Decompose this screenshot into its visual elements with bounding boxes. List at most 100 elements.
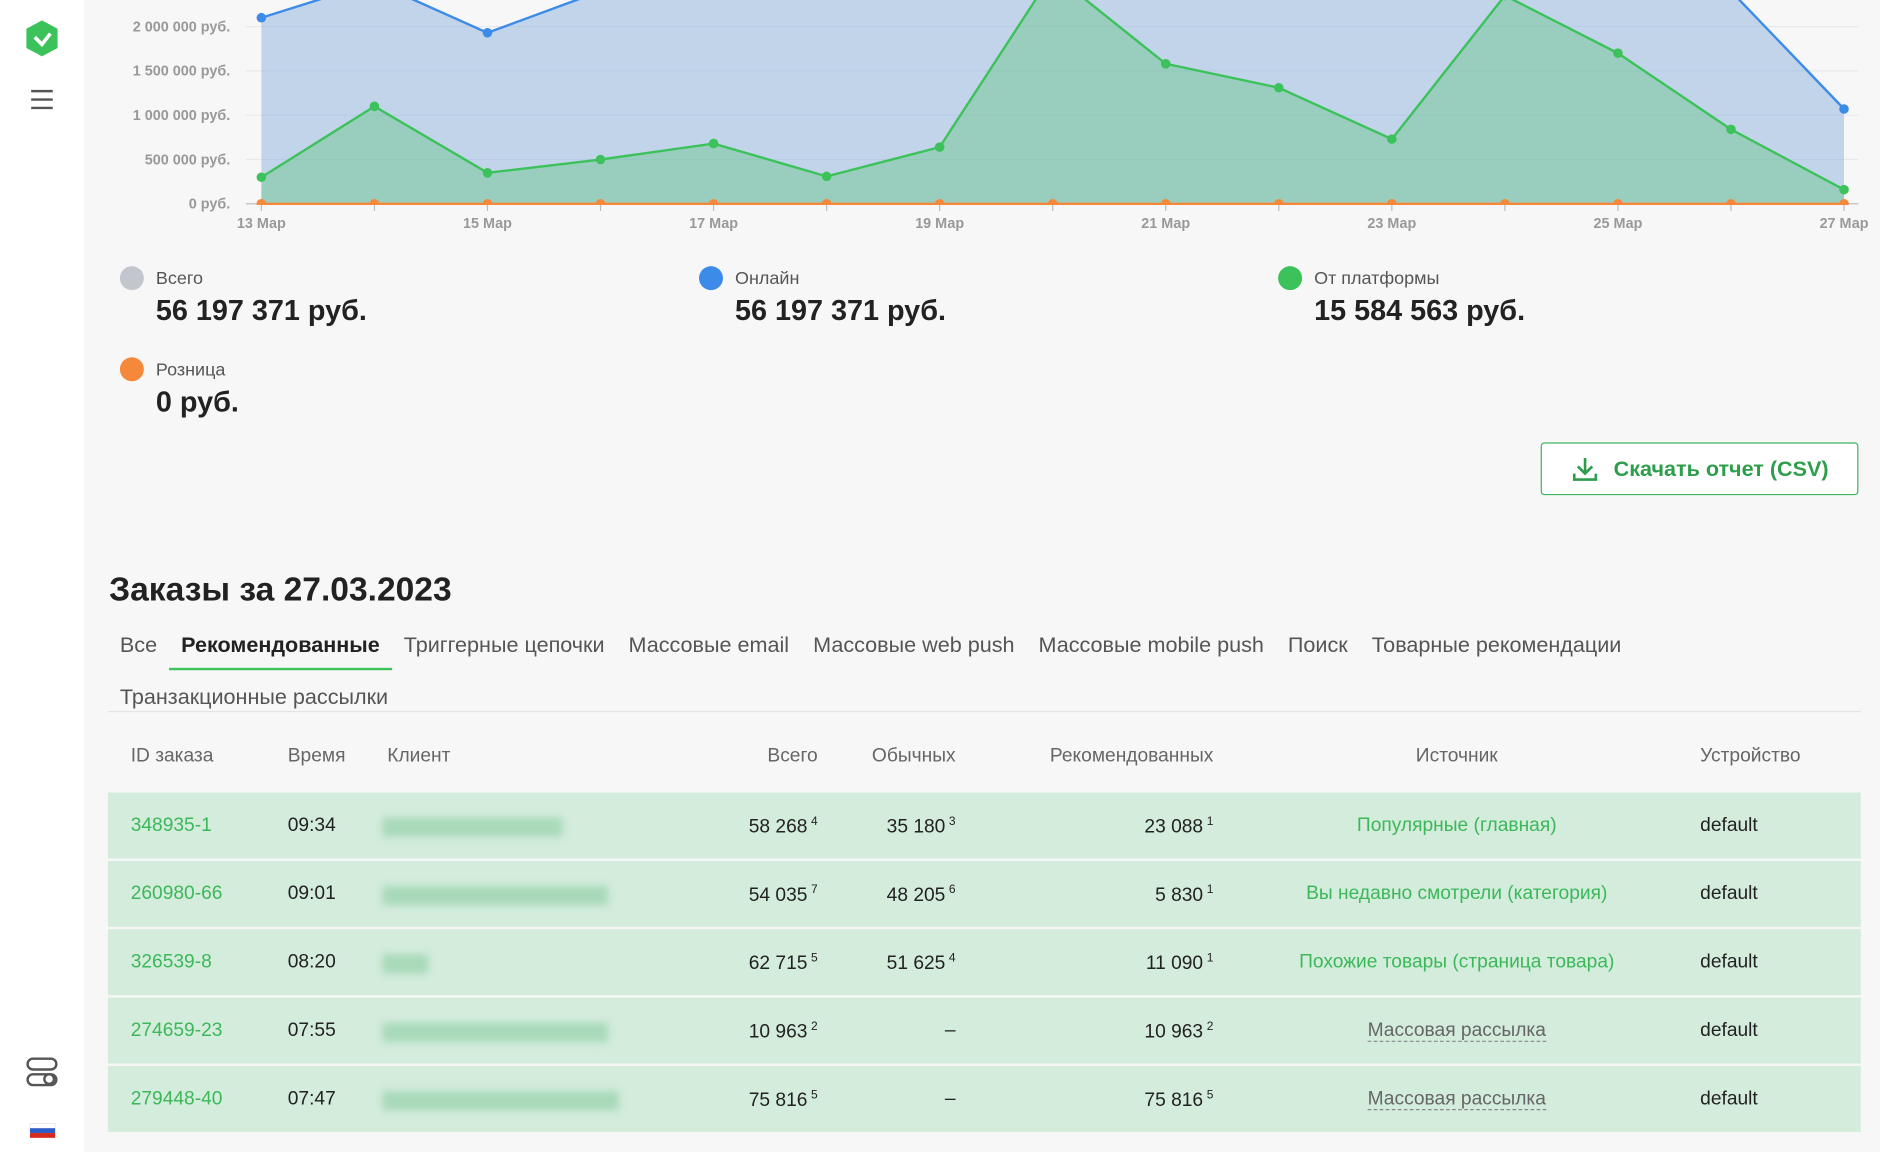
- download-button[interactable]: Скачать отчет (CSV): [1540, 442, 1859, 496]
- point: [1839, 104, 1849, 114]
- recommended-count: 1: [1206, 951, 1214, 966]
- device: default: [1700, 1020, 1758, 1041]
- tab[interactable]: Транзакционные рассылки: [119, 684, 389, 709]
- regular: 51 625: [886, 953, 946, 974]
- logo[interactable]: [26, 20, 58, 57]
- total-count: 7: [811, 883, 818, 897]
- device: default: [1700, 951, 1758, 973]
- recommended-count: 2: [1206, 1020, 1214, 1034]
- column-header: Устройство: [1700, 745, 1801, 767]
- recommended: 23 088: [1144, 816, 1204, 838]
- regular: –: [944, 1088, 956, 1110]
- point: [1387, 134, 1397, 144]
- settings-icon[interactable]: [26, 1057, 58, 1087]
- column-header: Обычных: [871, 745, 956, 767]
- order-id[interactable]: 279448-40: [130, 1088, 223, 1110]
- source[interactable]: Массовая рассылка: [1367, 1088, 1546, 1111]
- tab[interactable]: Массовые mobile push: [1038, 633, 1264, 658]
- source[interactable]: Похожие товары (страница товара): [1299, 951, 1615, 973]
- point: [1274, 199, 1284, 206]
- sidebar: [0, 0, 84, 1152]
- point: [1387, 199, 1397, 206]
- legend-dot: [1278, 266, 1303, 291]
- recommended: 75 816: [1144, 1090, 1204, 1111]
- y-tick-label: 1 000 000 руб.: [133, 108, 230, 124]
- flag[interactable]: [29, 1123, 56, 1138]
- chart: 0 руб. 500 000 руб. 1 000 000 руб. 1 500 00…: [133, 0, 1869, 232]
- point: [708, 138, 719, 149]
- recommended-count: 1: [1206, 883, 1214, 897]
- source-cell: Похожие товары (страница товара): [1299, 952, 1614, 974]
- recommended: 5 830: [1155, 885, 1204, 906]
- regular: 35 180: [886, 816, 946, 838]
- regular-cell: –: [945, 1020, 956, 1042]
- point: [595, 199, 606, 206]
- column-header: Клиент: [387, 745, 451, 767]
- point: [482, 27, 493, 38]
- point: [369, 199, 380, 206]
- button-label: Скачать отчет (CSV): [1613, 456, 1829, 481]
- x-tick-label: 25 Мар: [1593, 216, 1642, 232]
- total-cell: 54 035 7: [749, 884, 818, 907]
- recommended-cell: 10 963 2: [1144, 1020, 1213, 1043]
- client-blurred: [382, 817, 563, 837]
- source[interactable]: Вы недавно смотрели (категория): [1306, 883, 1608, 905]
- tab[interactable]: Все: [119, 633, 158, 658]
- point: [1160, 59, 1171, 69]
- point: [595, 154, 606, 165]
- total-count: 5: [811, 1088, 818, 1102]
- menu-icon[interactable]: [31, 89, 53, 110]
- point: [1726, 199, 1736, 206]
- order-id[interactable]: 274659-23: [130, 1020, 223, 1041]
- total-count: 2: [811, 1020, 818, 1034]
- tab[interactable]: Триггерные цепочки: [403, 633, 605, 658]
- line: [260, 0, 1845, 191]
- order-id[interactable]: 260980-66: [130, 883, 223, 905]
- x-tick-label: 19 Мар: [915, 216, 964, 232]
- regular-cell: 51 625 4: [887, 952, 956, 975]
- point: [1726, 124, 1736, 135]
- client-blurred: [382, 1091, 619, 1111]
- recommended-count: 1: [1206, 815, 1214, 829]
- point: [256, 199, 267, 206]
- y-tick-label: 2 000 000 руб.: [133, 19, 230, 35]
- total: 58 268: [748, 816, 808, 838]
- recommended: 11 090: [1145, 953, 1204, 974]
- order-id[interactable]: 326539-8: [130, 951, 212, 973]
- tab[interactable]: Массовые email: [628, 633, 790, 658]
- total-cell: 58 268 4: [749, 815, 818, 838]
- point: [256, 172, 267, 183]
- source-cell: Вы недавно смотрели (категория): [1306, 884, 1607, 906]
- column-header: Источник: [1415, 745, 1498, 767]
- recommended-cell: 5 830 1: [1155, 884, 1213, 907]
- x-tick-label: 23 Мар: [1367, 216, 1416, 232]
- table-row: 279448-40 07:47 75 816 5–75 816 5 Массовая ра…: [107, 1065, 1861, 1132]
- source-cell: Массовая рассылка: [1367, 1088, 1546, 1111]
- client-blurred: [382, 954, 429, 974]
- source[interactable]: Популярные (главная): [1356, 815, 1557, 836]
- regular-count: 4: [948, 951, 956, 966]
- recommended-count: 5: [1206, 1088, 1214, 1102]
- order-id[interactable]: 348935-1: [130, 815, 212, 836]
- tab[interactable]: Рекомендованные: [169, 633, 392, 671]
- tab[interactable]: Поиск: [1287, 633, 1348, 658]
- total-cell: 10 963 2: [749, 1020, 818, 1043]
- tab[interactable]: Массовые web push: [813, 633, 1015, 658]
- regular-cell: 35 180 3: [887, 815, 956, 838]
- source[interactable]: Массовая рассылка: [1367, 1020, 1546, 1042]
- y-tick-label: 500 000 руб.: [145, 152, 230, 168]
- point: [1160, 199, 1171, 206]
- column-header: ID заказа: [130, 745, 214, 767]
- point: [1839, 199, 1849, 206]
- x-tick-label: 15 Мар: [463, 216, 512, 232]
- point: [256, 12, 267, 23]
- device: default: [1700, 815, 1758, 836]
- tab[interactable]: Товарные рекомендации: [1371, 633, 1622, 658]
- time: 09:01: [287, 883, 336, 905]
- time: 09:34: [287, 815, 336, 836]
- recommended-cell: 11 090 1: [1146, 952, 1214, 975]
- total: 62 715: [748, 953, 808, 974]
- legend-name: Всего: [155, 268, 204, 289]
- legend-name: Онлайн: [734, 268, 800, 289]
